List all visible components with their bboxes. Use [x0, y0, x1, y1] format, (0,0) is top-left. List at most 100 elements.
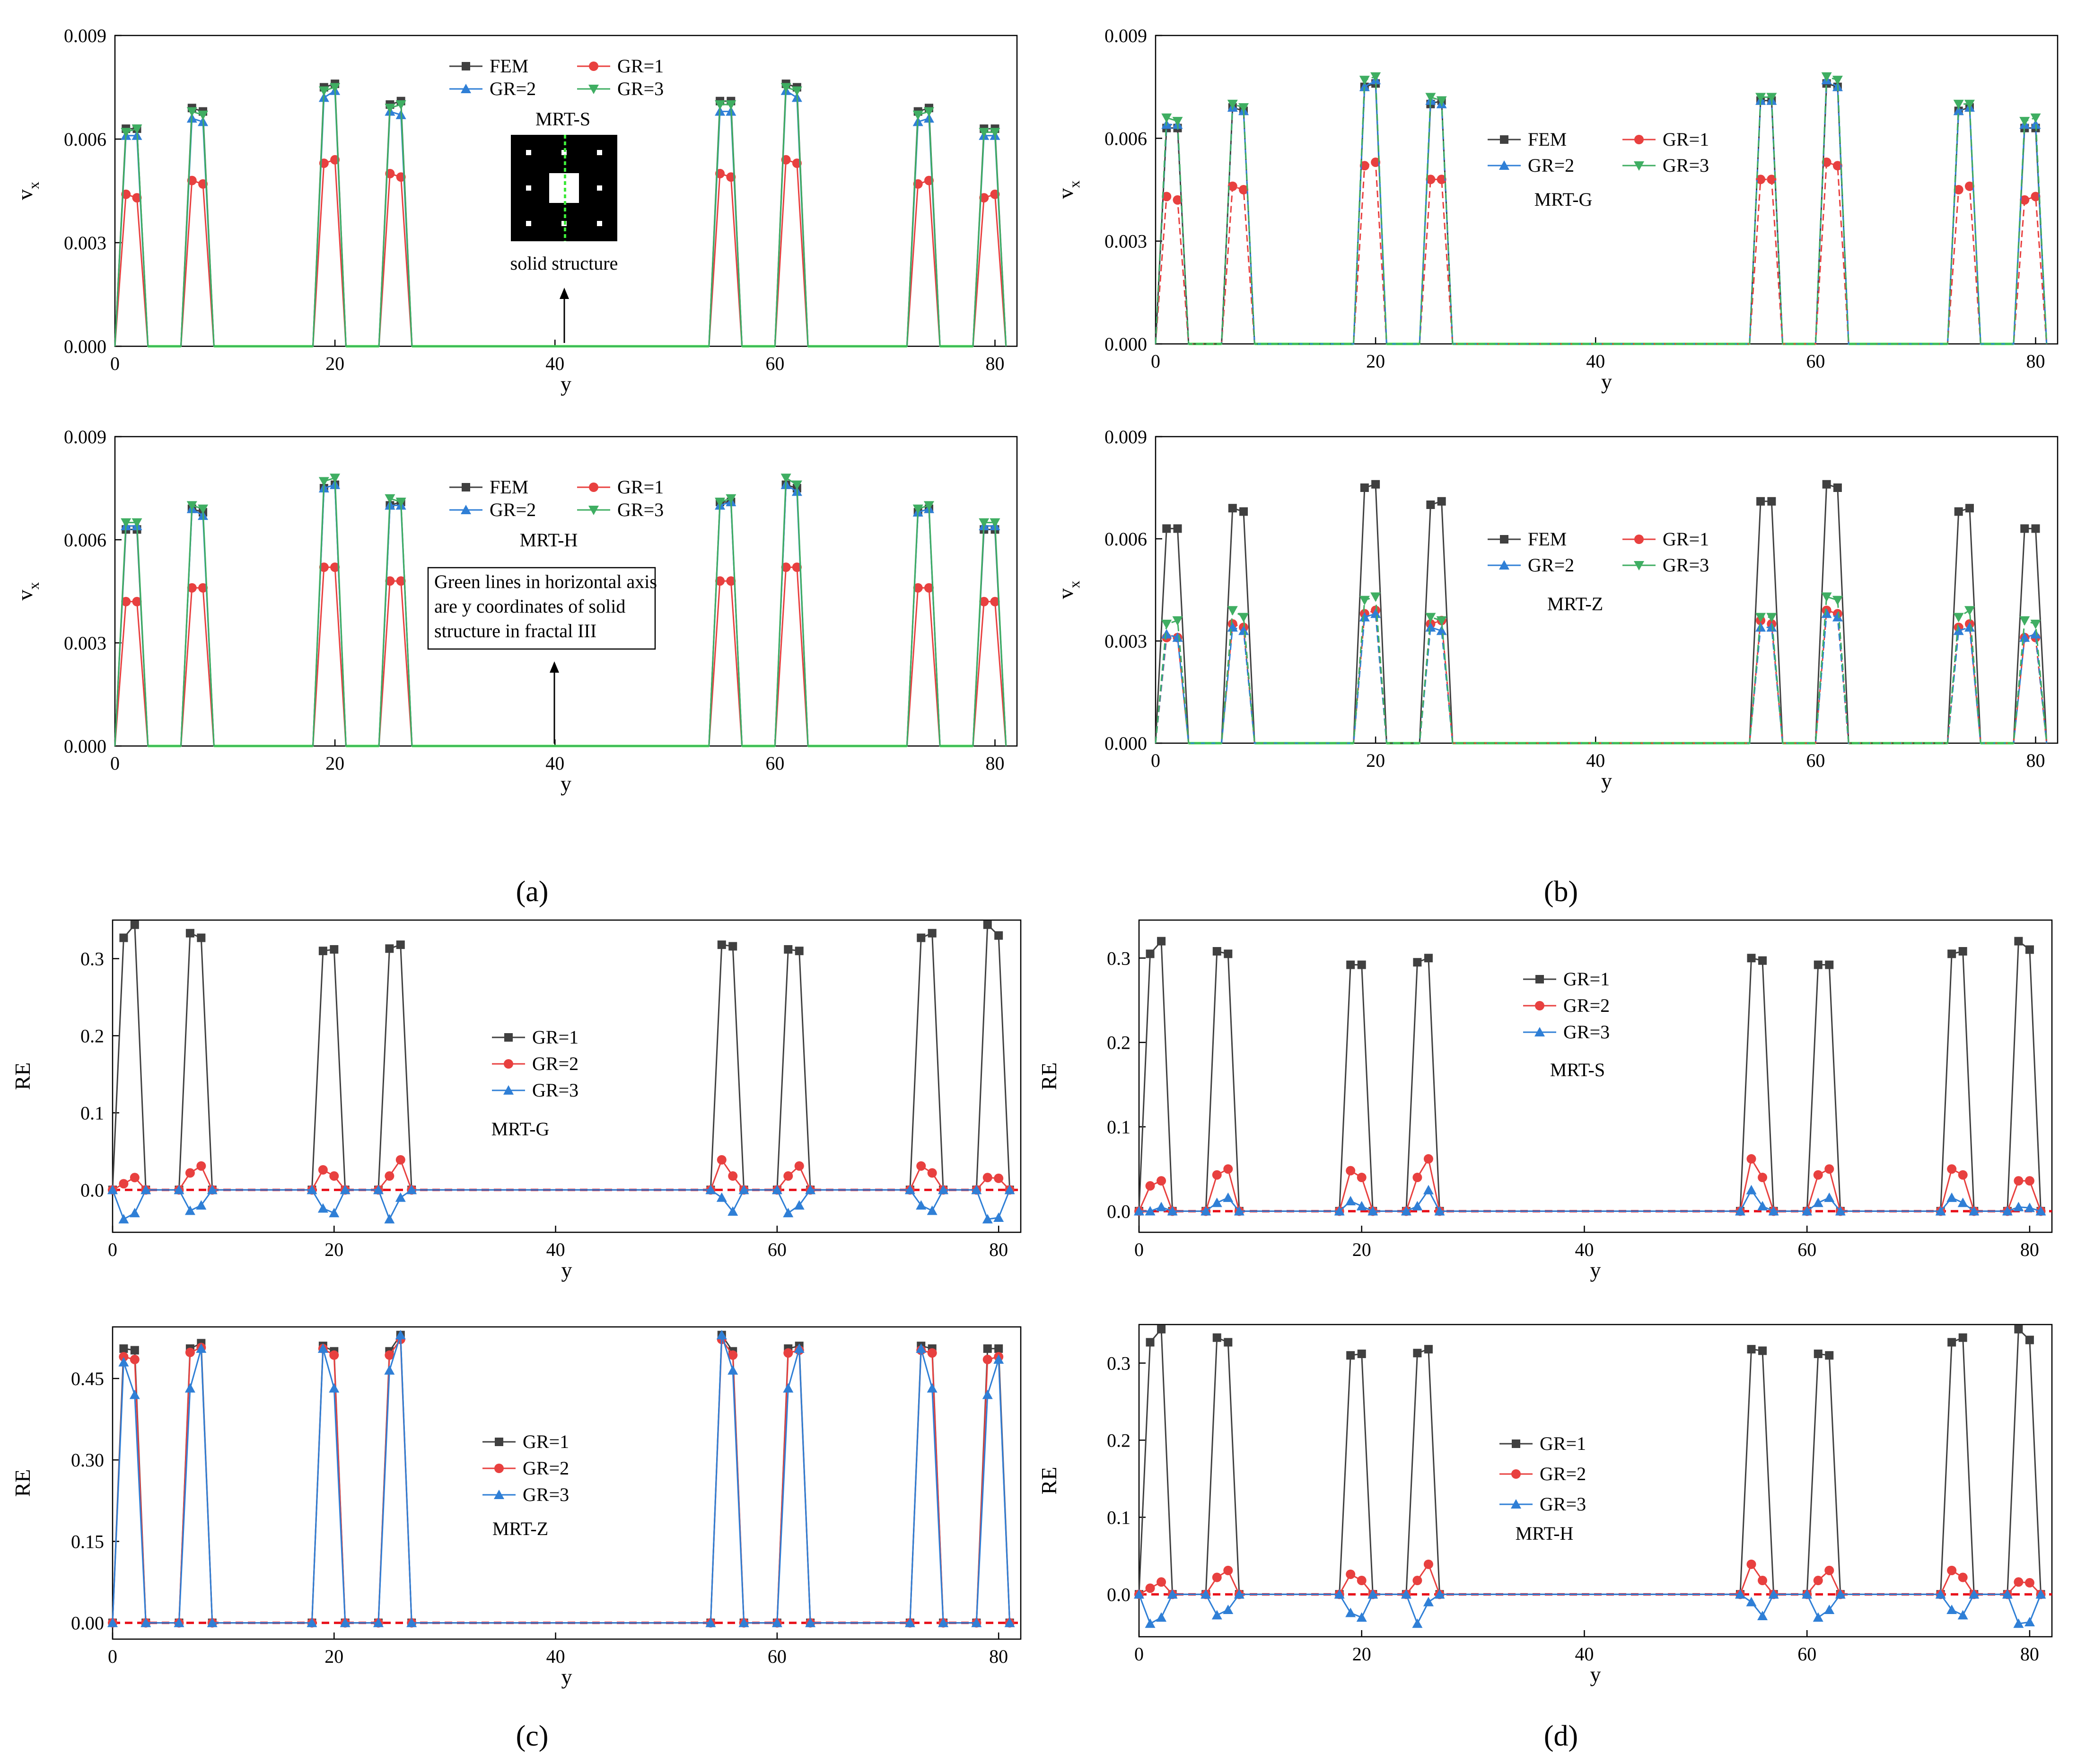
data-point-gr-3	[385, 494, 395, 504]
data-point-gr-2	[927, 1348, 937, 1358]
data-point-gr-1	[1413, 1349, 1422, 1358]
x-axis-title: y	[561, 772, 571, 796]
data-point-gr-3	[1802, 1206, 1813, 1216]
y-tick-label: 0.00	[71, 1613, 104, 1634]
data-point-gr-2	[1958, 1572, 1968, 1582]
data-point-gr-1	[121, 597, 131, 606]
data-point-gr-3	[726, 494, 736, 504]
note-box	[427, 567, 656, 650]
y-tick-label: 0.1	[80, 1102, 104, 1123]
data-point-gr-1	[119, 1344, 128, 1353]
y-tick-label: 0.009	[1104, 25, 1147, 46]
data-point-gr-2	[395, 1155, 405, 1165]
data-point-gr-3	[1946, 1604, 1957, 1614]
data-point-gr-3	[330, 474, 341, 483]
y-tick-label: 0.009	[64, 426, 106, 448]
data-point-fem	[1833, 483, 1842, 492]
data-point-gr-2	[1357, 1576, 1367, 1586]
data-point-gr-3	[1134, 1206, 1144, 1216]
data-point-gr-3	[1227, 606, 1238, 616]
data-point-gr-1	[784, 945, 793, 954]
data-point-gr-2	[1346, 1166, 1356, 1176]
data-point-gr-1	[1424, 1345, 1433, 1354]
data-point-gr-1	[1832, 161, 1842, 171]
data-point-gr-3	[318, 477, 329, 487]
data-point-gr-2	[717, 1155, 727, 1165]
data-point-fem	[1173, 524, 1182, 533]
data-point-gr-2	[2024, 1578, 2034, 1588]
x-tick-label: 0	[108, 1646, 117, 1667]
x-tick-label: 20	[325, 753, 344, 774]
data-point-gr-1	[130, 1346, 139, 1355]
x-tick-label: 0	[1151, 351, 1160, 372]
data-point-gr-1	[781, 562, 791, 572]
chart-d1: 0 20 40 60 80 0.0 0.1 0.2 0.3 y RE GR=1 GR=2 GR=3 MRT-…	[1037, 919, 2053, 1282]
x-tick-label: 60	[1806, 351, 1825, 372]
data-point-gr-2	[2014, 1577, 2024, 1587]
data-point-gr-3	[1345, 1607, 1356, 1617]
data-point-gr-3	[716, 1330, 727, 1340]
chart-c2: 0 20 40 60 80 0.00 0.15 0.30 0.45 y RE GR=1 GR=2 GR=3…	[10, 1326, 1022, 1689]
data-point-gr-3	[1425, 613, 1436, 623]
legend-label-gr-1: GR=1	[1563, 968, 1610, 990]
x-axis-title: y	[1590, 1258, 1601, 1282]
data-point-gr-1	[1224, 949, 1233, 958]
data-point-gr-1	[396, 940, 405, 949]
legend-label-gr-3: GR=3	[617, 78, 664, 99]
y-tick-label: 0.009	[64, 25, 106, 46]
data-point-gr-3	[118, 1357, 129, 1367]
data-point-gr-2	[1953, 105, 1964, 115]
data-point-gr-3	[121, 128, 131, 138]
data-point-gr-3	[791, 86, 802, 96]
data-point-gr-3	[1969, 1206, 1980, 1216]
method-label: MRT-S	[535, 108, 590, 130]
data-point-gr-3	[1234, 1206, 1244, 1216]
y-tick-label: 0.3	[1107, 1352, 1131, 1374]
data-point-gr-3	[715, 100, 726, 110]
method-label: MRT-Z	[1547, 593, 1603, 614]
plot-frame	[112, 919, 1022, 1233]
legend-marker-gr-1	[589, 483, 598, 492]
fractal-hole	[526, 150, 531, 155]
data-point-gr-1	[928, 929, 937, 938]
legend-marker-gr-3	[588, 506, 599, 515]
legend-label-gr-1: GR=1	[617, 55, 664, 77]
data-point-gr-3	[1201, 1206, 1211, 1216]
data-point-gr-2	[1766, 622, 1777, 632]
data-point-gr-3	[118, 1214, 129, 1224]
data-point-gr-2	[1832, 612, 1843, 622]
data-point-gr-1	[1346, 1351, 1355, 1360]
y-tick-label: 0.006	[1104, 528, 1147, 550]
data-point-gr-2	[1359, 612, 1370, 622]
data-point-gr-3	[1813, 1612, 1823, 1622]
data-point-gr-3	[1238, 103, 1249, 113]
data-point-gr-1	[1239, 185, 1249, 194]
data-point-gr-2	[1947, 1565, 1957, 1575]
legend-label-gr-3: GR=3	[617, 499, 664, 520]
data-point-gr-3	[129, 1208, 140, 1218]
data-point-gr-3	[1004, 1185, 1015, 1194]
x-tick-label: 80	[989, 1239, 1008, 1260]
y-tick-label: 0.2	[1107, 1032, 1131, 1053]
data-point-gr-1	[1958, 1333, 1967, 1342]
data-point-gr-3	[307, 1185, 317, 1194]
data-point-gr-3	[384, 1214, 395, 1224]
data-point-gr-2	[329, 1171, 339, 1181]
data-point-gr-1	[185, 929, 194, 938]
legend-marker-fem	[1500, 535, 1508, 544]
data-point-gr-2	[1758, 1576, 1768, 1586]
data-point-gr-1	[1825, 960, 1834, 969]
data-point-gr-1	[1227, 181, 1237, 191]
data-point-gr-2	[1958, 1170, 1968, 1180]
data-point-gr-1	[1814, 960, 1823, 969]
data-point-gr-3	[373, 1617, 384, 1627]
data-point-gr-1	[1756, 175, 1766, 184]
data-point-gr-3	[385, 104, 395, 114]
data-point-gr-2	[1824, 1164, 1834, 1174]
data-point-gr-2	[1813, 1576, 1823, 1586]
data-point-gr-2	[1223, 1565, 1233, 1575]
data-point-gr-3	[979, 128, 990, 138]
data-point-gr-3	[1434, 1206, 1445, 1216]
